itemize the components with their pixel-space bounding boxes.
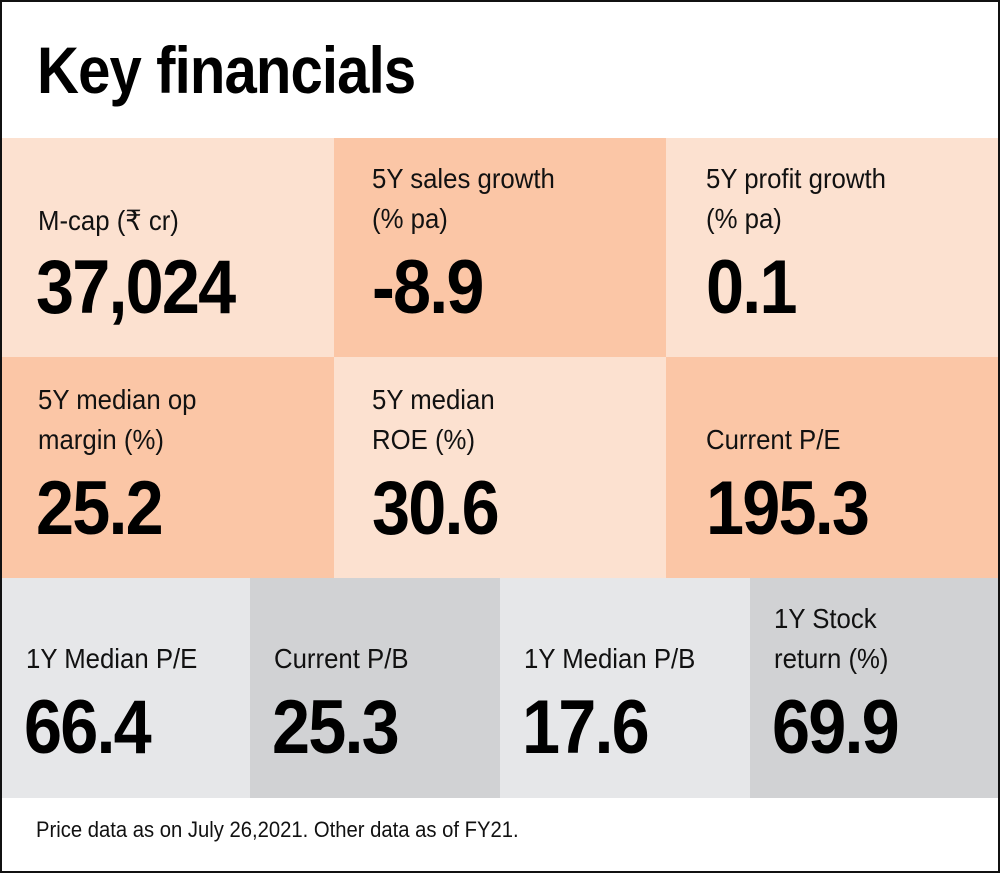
metric-median-pe: 1Y Median P/E 66.4 bbox=[2, 578, 250, 798]
metric-value: 17.6 bbox=[522, 685, 650, 770]
metric-sales-growth: 5Y sales growth (% pa) -8.9 bbox=[334, 138, 666, 357]
metric-op-margin: 5Y median op margin (%) 25.2 bbox=[2, 357, 334, 578]
metric-mcap: M-cap (₹ cr) 37,024 bbox=[2, 138, 334, 357]
metric-value: -8.9 bbox=[372, 245, 484, 330]
metric-label: 1Y Median P/B bbox=[524, 643, 696, 674]
metric-label: 1Y Median P/E bbox=[26, 643, 198, 674]
card-title: Key financials bbox=[37, 33, 416, 107]
metric-median-pb: 1Y Median P/B 17.6 bbox=[500, 578, 750, 798]
metric-roe: 5Y median ROE (%) 30.6 bbox=[334, 357, 666, 578]
metric-label: 5Y median bbox=[372, 384, 495, 415]
metric-profit-growth: 5Y profit growth (% pa) 0.1 bbox=[666, 138, 998, 357]
metric-label: M-cap (₹ cr) bbox=[38, 205, 179, 236]
metric-label: 5Y median op bbox=[38, 384, 197, 415]
metric-label: 1Y Stock bbox=[774, 603, 877, 634]
metric-value: 195.3 bbox=[706, 466, 870, 551]
metric-label: return (%) bbox=[774, 643, 889, 674]
metric-current-pb: Current P/B 25.3 bbox=[250, 578, 500, 798]
metric-label: Current P/B bbox=[274, 643, 409, 674]
metric-label: Current P/E bbox=[706, 424, 841, 455]
metric-value: 0.1 bbox=[706, 245, 797, 330]
metric-value: 66.4 bbox=[24, 685, 152, 770]
metric-value: 25.2 bbox=[36, 466, 164, 551]
metric-current-pe: Current P/E 195.3 bbox=[666, 357, 998, 578]
metric-value: 37,024 bbox=[36, 245, 236, 330]
metric-value: 25.3 bbox=[272, 685, 400, 770]
metric-value: 30.6 bbox=[372, 466, 500, 551]
metric-label: 5Y profit growth bbox=[706, 163, 886, 194]
metric-label: (% pa) bbox=[706, 203, 782, 234]
metric-label: 5Y sales growth bbox=[372, 163, 555, 194]
metric-value: 69.9 bbox=[772, 685, 900, 770]
metric-label: (% pa) bbox=[372, 203, 448, 234]
metric-label: margin (%) bbox=[38, 424, 164, 455]
footnote: Price data as on July 26,2021. Other dat… bbox=[36, 817, 519, 842]
metric-stock-return: 1Y Stock return (%) 69.9 bbox=[750, 578, 998, 798]
metric-label: ROE (%) bbox=[372, 424, 476, 455]
